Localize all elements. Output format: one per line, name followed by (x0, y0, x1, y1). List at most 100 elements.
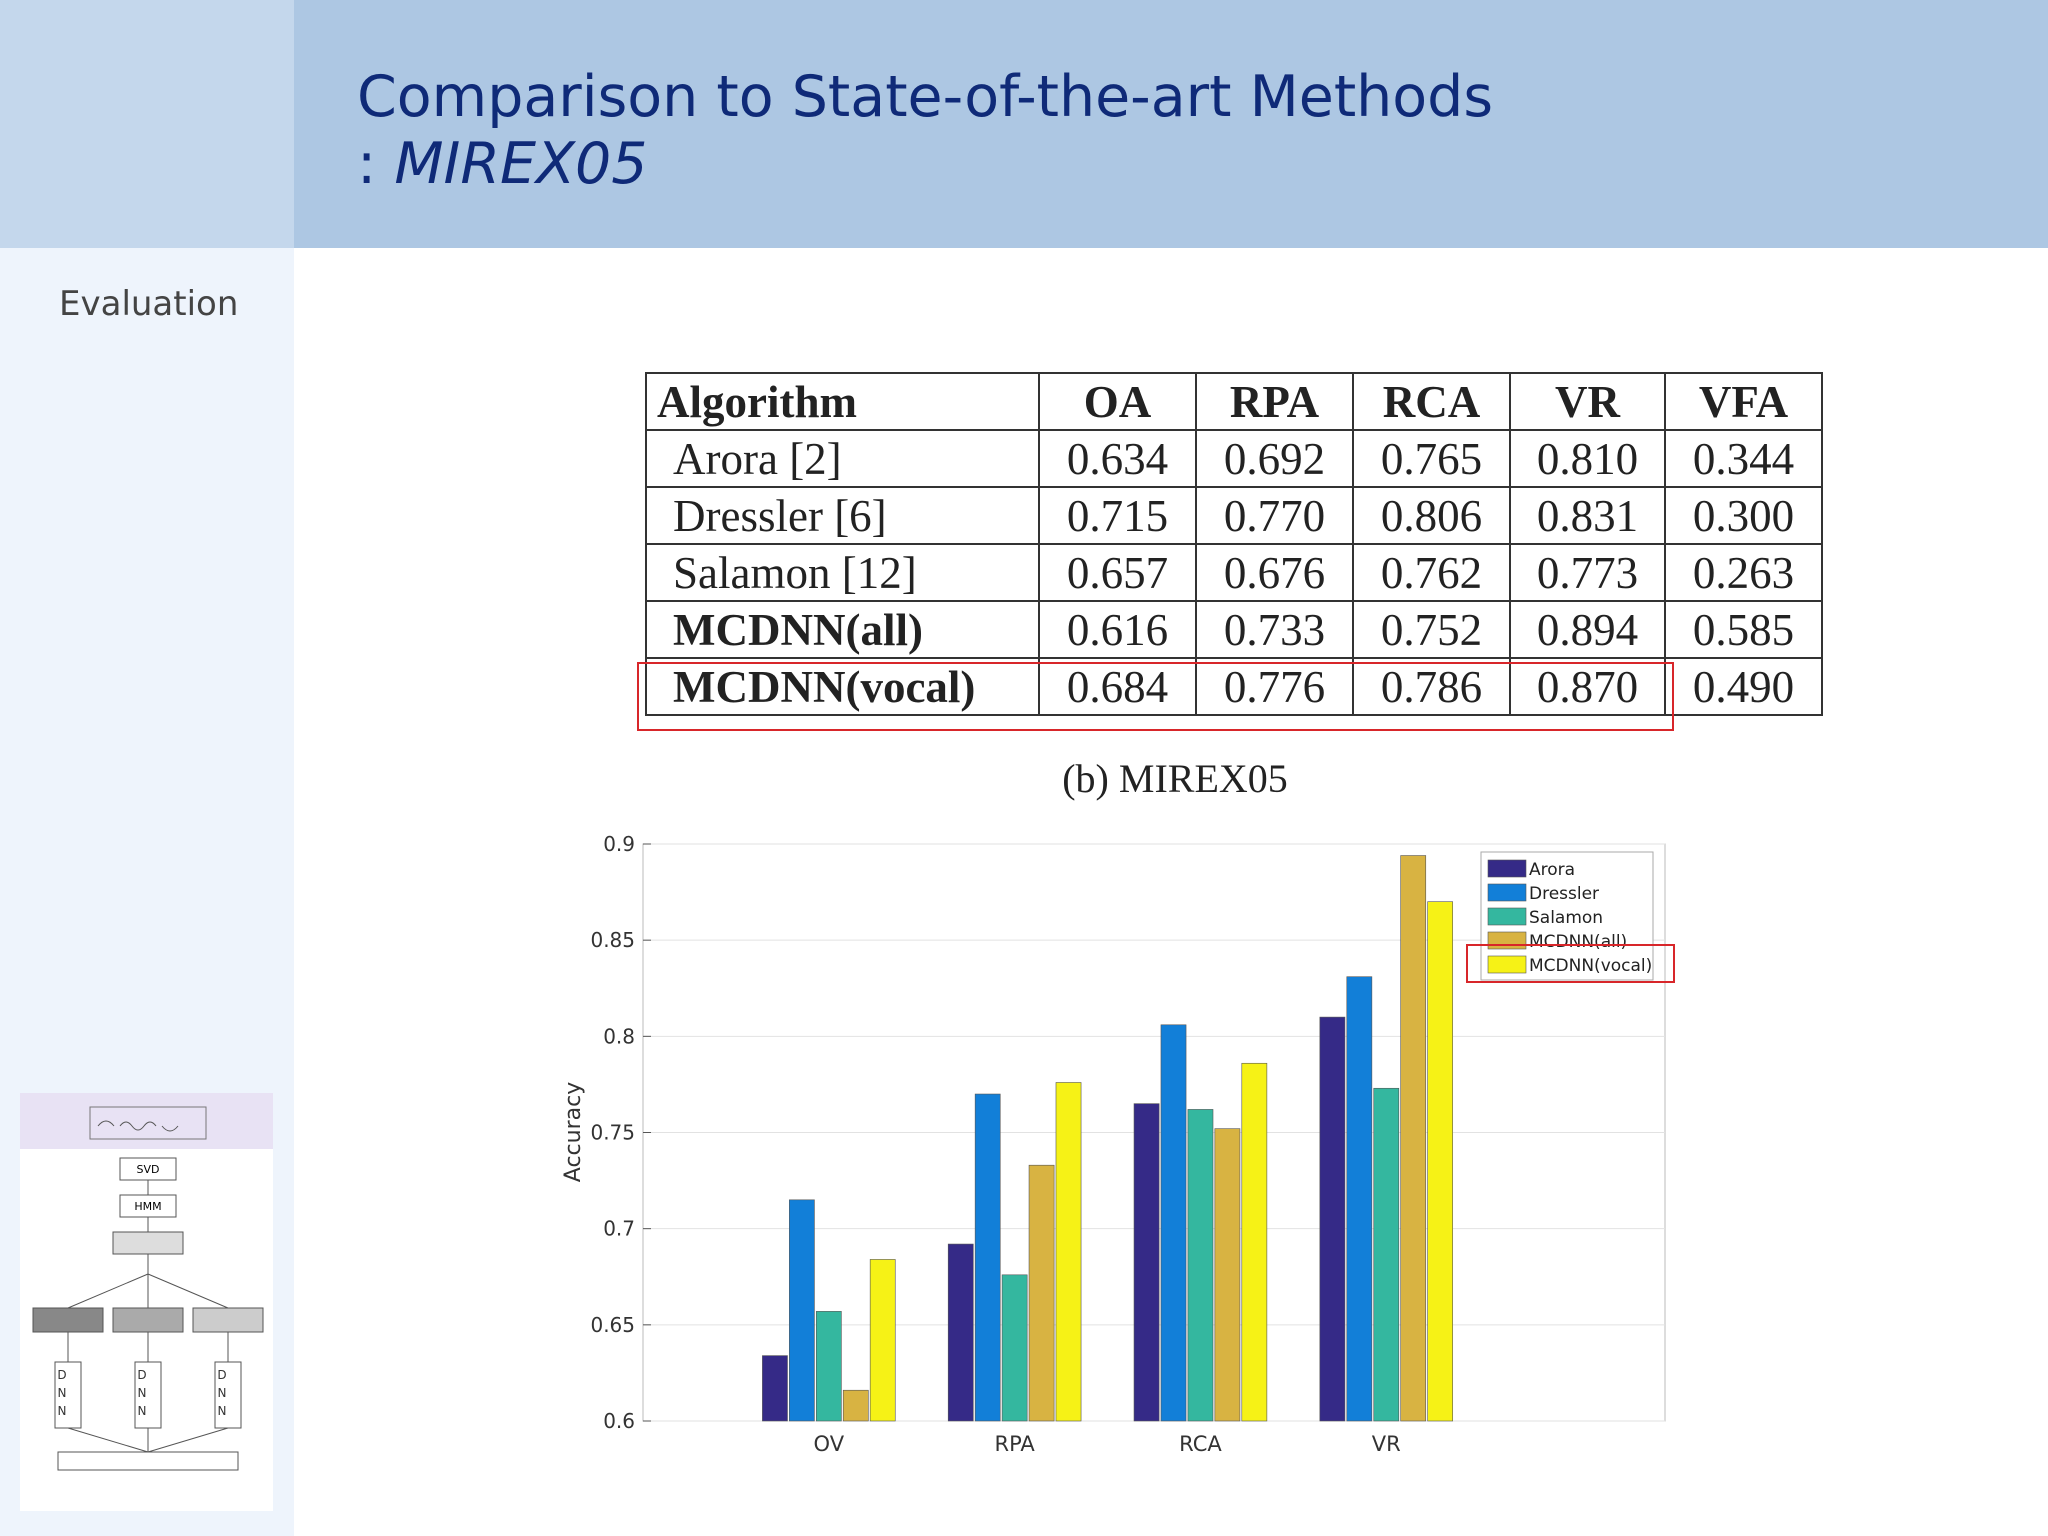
slide-subtitle: : MIREX05 (357, 130, 648, 198)
thumbnail-label: DNN (55, 1368, 69, 1422)
legend-label: MCDNN(all) (1529, 932, 1627, 952)
legend-label: Arora (1529, 860, 1575, 880)
table-cell: 0.786 (1352, 657, 1511, 716)
table-cell: 0.831 (1509, 486, 1666, 545)
bar (1427, 901, 1454, 1422)
algorithm-cell: MCDNN(vocal) (645, 657, 1040, 716)
table-cell: OA (1038, 372, 1197, 431)
algorithm-cell: Dressler [6] (645, 486, 1040, 545)
table-cell: 0.676 (1195, 543, 1354, 602)
bar (1055, 1082, 1082, 1422)
table-caption: (b) MIREX05 (1062, 756, 1288, 801)
bar (1133, 1103, 1160, 1422)
table-cell: 0.752 (1352, 600, 1511, 659)
thumbnail-label: HMM (134, 1200, 161, 1213)
table-cell: 0.765 (1352, 429, 1511, 488)
bar (1187, 1109, 1214, 1422)
header-band (294, 0, 2048, 248)
bar (974, 1093, 1001, 1422)
bar (1028, 1164, 1055, 1422)
legend-swatch (1487, 931, 1527, 950)
algorithm-cell: Arora [2] (645, 429, 1040, 488)
legend-highlight (1466, 944, 1675, 983)
subtitle-prefix: : (357, 131, 377, 197)
x-tick-label: VR (1372, 1432, 1401, 1456)
table-row: Arora [2] 0.634 0.692 0.765 0.810 0.344 (645, 429, 1823, 488)
algorithm-cell: Salamon [12] (645, 543, 1040, 602)
table-cell: 0.616 (1038, 600, 1197, 659)
table-cell: 0.894 (1509, 600, 1666, 659)
thumbnail-box (112, 1231, 184, 1255)
table-cell: VR (1509, 372, 1666, 431)
table-cell: 0.634 (1038, 429, 1197, 488)
y-axis-label: Accuracy (561, 1082, 586, 1182)
thumbnail-label: DNN (135, 1368, 149, 1422)
y-tick-label: 0.6 (603, 1409, 635, 1433)
thumbnail-box (32, 1307, 104, 1333)
table-cell: 0.762 (1352, 543, 1511, 602)
table-cell: 0.870 (1509, 657, 1666, 716)
legend-swatch (1487, 883, 1527, 902)
table-cell: RCA (1352, 372, 1511, 431)
thumbnail-label: SVD (137, 1163, 160, 1176)
table-cell: 0.344 (1664, 429, 1823, 488)
y-tick-label: 0.65 (590, 1313, 635, 1337)
bar (1319, 1016, 1346, 1422)
bar (1214, 1128, 1241, 1422)
table-cell: 0.733 (1195, 600, 1354, 659)
table-cell: 0.657 (1038, 543, 1197, 602)
table-row: Salamon [12] 0.657 0.676 0.762 0.773 0.263 (645, 543, 1823, 602)
thumbnail-wave (97, 1120, 179, 1132)
legend-label: Dressler (1529, 884, 1599, 904)
highlight-box (637, 662, 1674, 731)
table-row: Dressler [6] 0.715 0.770 0.806 0.831 0.300 (645, 486, 1823, 545)
algorithm-cell: MCDNN(all) (645, 600, 1040, 659)
table-cell: 0.770 (1195, 486, 1354, 545)
table-cell: 0.810 (1509, 429, 1666, 488)
legend-swatch (1487, 955, 1527, 974)
bar (1400, 855, 1427, 1422)
thumbnail-box (57, 1451, 239, 1471)
table-cell: 0.806 (1352, 486, 1511, 545)
table-row: MCDNN(vocal) 0.684 0.776 0.786 0.870 0.490 (645, 657, 1823, 716)
table-cell: RPA (1195, 372, 1354, 431)
bar (1373, 1087, 1400, 1422)
thumbnail-box (54, 1361, 82, 1429)
table-cell: 0.300 (1664, 486, 1823, 545)
thumbnail-box (192, 1307, 264, 1333)
bar (842, 1389, 869, 1422)
section-label: Evaluation (59, 284, 239, 324)
bar (947, 1243, 974, 1422)
y-tick-label: 0.8 (603, 1024, 635, 1048)
bar (762, 1355, 788, 1422)
algorithm-cell: Algorithm (645, 372, 1040, 431)
bar (869, 1259, 896, 1422)
legend-swatch (1487, 907, 1527, 926)
table-cell: 0.776 (1195, 657, 1354, 716)
bar (1001, 1274, 1028, 1422)
thumbnail-box (89, 1106, 207, 1140)
x-tick-label: RPA (994, 1432, 1035, 1456)
table-cell: 0.490 (1664, 657, 1823, 716)
legend-label: MCDNN(vocal) (1529, 956, 1652, 976)
y-tick-label: 0.85 (590, 928, 635, 952)
thumbnail (20, 1093, 273, 1511)
thumbnail-box (134, 1361, 162, 1429)
bar (815, 1311, 842, 1422)
legend-swatch (1487, 859, 1527, 878)
table-row: MCDNN(all) 0.616 0.733 0.752 0.894 0.585 (645, 600, 1823, 659)
thumbnail-links (67, 1180, 229, 1453)
table-cell: 0.684 (1038, 657, 1197, 716)
bar (1241, 1062, 1268, 1422)
legend-label: Salamon (1529, 908, 1603, 928)
x-tick-label: RCA (1179, 1432, 1222, 1456)
thumbnail-box (214, 1361, 242, 1429)
table-cell: 0.773 (1509, 543, 1666, 602)
slide-title: Comparison to State-of-the-art Methods (357, 64, 1494, 130)
y-tick-label: 0.75 (590, 1121, 635, 1145)
table-cell: 0.585 (1664, 600, 1823, 659)
table-row: Algorithm OA RPA RCA VR VFA (645, 372, 1823, 431)
header-corner (0, 0, 294, 248)
